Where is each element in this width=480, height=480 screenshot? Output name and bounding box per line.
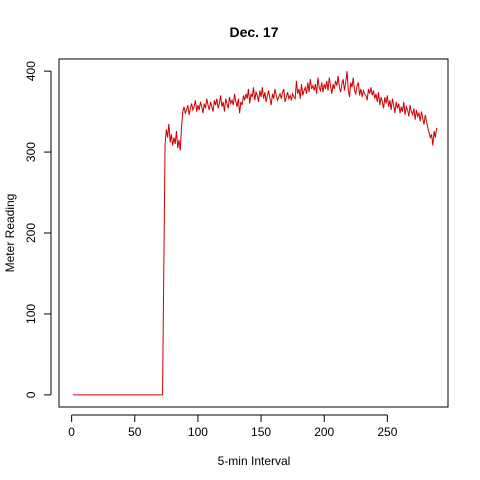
series-line — [72, 71, 438, 396]
chart-title: Dec. 17 — [229, 24, 278, 40]
y-tick-label: 200 — [24, 223, 38, 243]
y-tick-label: 300 — [24, 142, 38, 162]
y-tick-label: 0 — [24, 391, 38, 398]
x-tick-label: 200 — [314, 425, 334, 439]
x-tick-label: 50 — [128, 425, 142, 439]
x-tick-label: 0 — [68, 425, 75, 439]
y-tick-label: 100 — [24, 304, 38, 324]
y-axis: 0 100 200 300 400 — [24, 61, 52, 398]
y-axis-label: Meter Reading — [3, 194, 17, 273]
x-axis-label: 5-min Interval — [218, 454, 291, 468]
x-tick-label: 150 — [251, 425, 271, 439]
x-tick-label: 100 — [188, 425, 208, 439]
plot-frame — [58, 58, 449, 408]
y-tick-label: 400 — [24, 61, 38, 81]
x-tick-label: 250 — [377, 425, 397, 439]
x-axis: 0 50 100 150 200 250 — [68, 414, 398, 439]
